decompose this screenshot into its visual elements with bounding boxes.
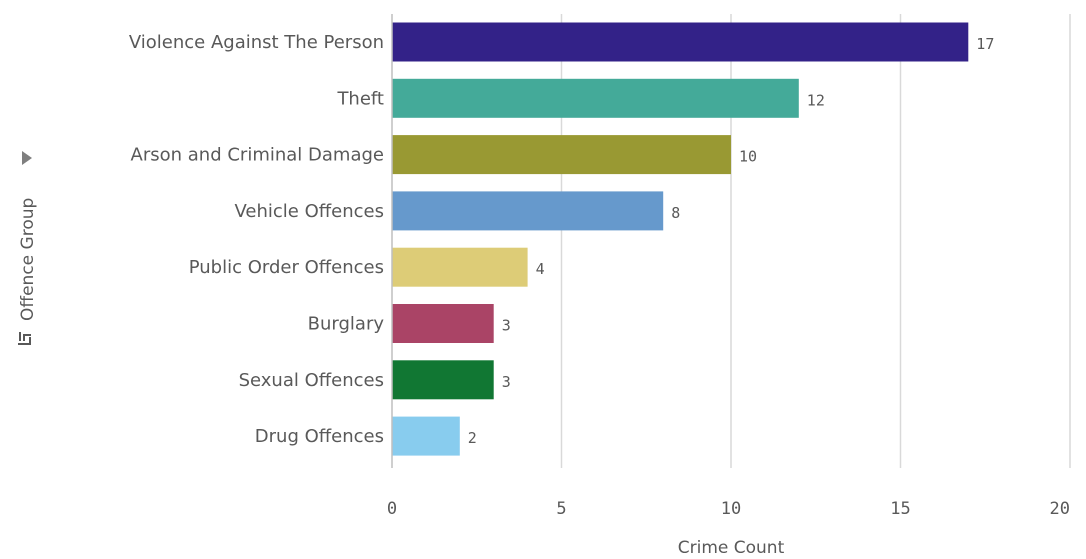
category-label: Public Order Offences [189,257,384,278]
bar[interactable] [392,416,460,456]
category-label: Burglary [308,314,385,335]
data-label: 4 [536,260,545,278]
x-tick-label: 0 [387,499,397,519]
bar[interactable] [392,22,969,62]
data-label: 8 [671,204,680,222]
category-label: Vehicle Offences [235,201,385,222]
x-tick-label: 5 [556,499,566,519]
data-label: 3 [502,317,511,335]
category-label: Violence Against The Person [129,32,384,53]
data-label: 10 [739,148,757,166]
bar[interactable] [392,78,799,118]
bar[interactable] [392,304,494,343]
category-label: Sexual Offences [239,370,384,391]
category-labels: Violence Against The Person Theft Arson an… [129,32,384,447]
category-label: Theft [336,88,384,109]
bars [392,22,969,456]
y-axis-title: Offence Group [18,198,38,321]
bar[interactable] [392,135,731,175]
category-label: Drug Offences [255,426,384,447]
x-tick-label: 15 [890,499,910,519]
triangle-right-icon[interactable] [22,151,32,165]
x-tick-label: 20 [1050,499,1070,519]
sort-icon[interactable] [18,332,31,345]
category-label: Arson and Criminal Damage [131,145,384,166]
data-label: 17 [976,35,994,53]
bar[interactable] [392,360,494,400]
y-axis-title-group[interactable]: Offence Group [18,151,38,345]
data-label: 2 [468,429,477,447]
bar[interactable] [392,247,528,287]
data-label: 12 [807,91,825,109]
x-axis-title: Crime Count [678,538,785,558]
bar[interactable] [392,191,664,231]
data-labels: 17 12 10 8 4 3 3 2 [468,35,995,447]
data-label: 3 [502,373,511,391]
x-tick-labels: 0 5 10 15 20 [387,499,1070,519]
x-tick-label: 10 [721,499,741,519]
